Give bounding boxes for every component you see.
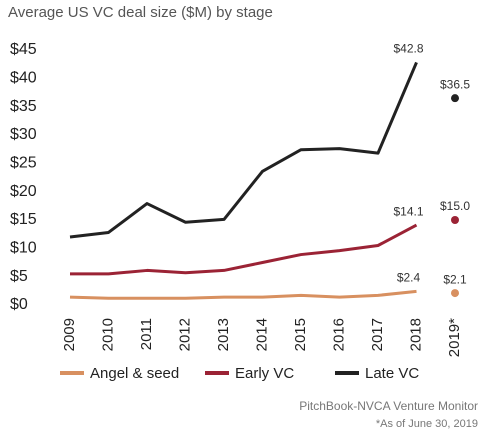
x-tick-label: 2018 [407,318,424,351]
source: PitchBook-NVCA Venture Monitor [299,399,478,413]
y-tick-label: $0 [10,296,28,313]
value-label: $36.5 [440,77,470,91]
x-tick-label: 2019* [446,318,463,357]
y-tick-label: $20 [10,183,37,200]
y-tick-label: $30 [10,126,37,143]
series-line [69,289,417,300]
point [451,216,459,224]
y-tick-label: $5 [10,268,28,285]
legend-label: Angel & seed [90,365,179,382]
y-tick-label: $35 [10,98,37,115]
value-label: $15.0 [440,199,470,213]
y-tick-label: $10 [10,240,37,257]
x-tick-label: 2009 [61,318,78,351]
x-tick-label: 2011 [138,318,155,350]
series-line [69,61,418,239]
point [451,289,459,298]
x-tick-label: 2010 [99,318,116,351]
x-tick-label: 2016 [330,318,347,351]
y-tick-label: $45 [10,41,37,58]
value-label: $2.4 [397,271,421,285]
legend-label: Early VC [235,365,294,382]
x-tick-label: 2017 [369,318,386,351]
value-label: $2.1 [443,272,467,286]
x-tick-label: 2012 [176,318,193,351]
x-tick-label: 2014 [253,318,270,351]
note: *As of June 30, 2019 [376,418,478,430]
series-line [70,223,418,276]
chart-title: Average US VC deal size ($M) by stage [8,4,273,21]
y-tick-label: $40 [10,70,37,87]
point [451,94,459,103]
value-label: $42.8 [393,42,423,56]
y-tick-label: $25 [10,155,37,172]
x-tick-label: 2013 [215,318,232,351]
value-label: $14.1 [393,204,423,218]
x-tick-label: 2015 [292,318,309,351]
legend-label: Late VC [365,365,419,382]
y-tick-label: $15 [10,211,37,228]
